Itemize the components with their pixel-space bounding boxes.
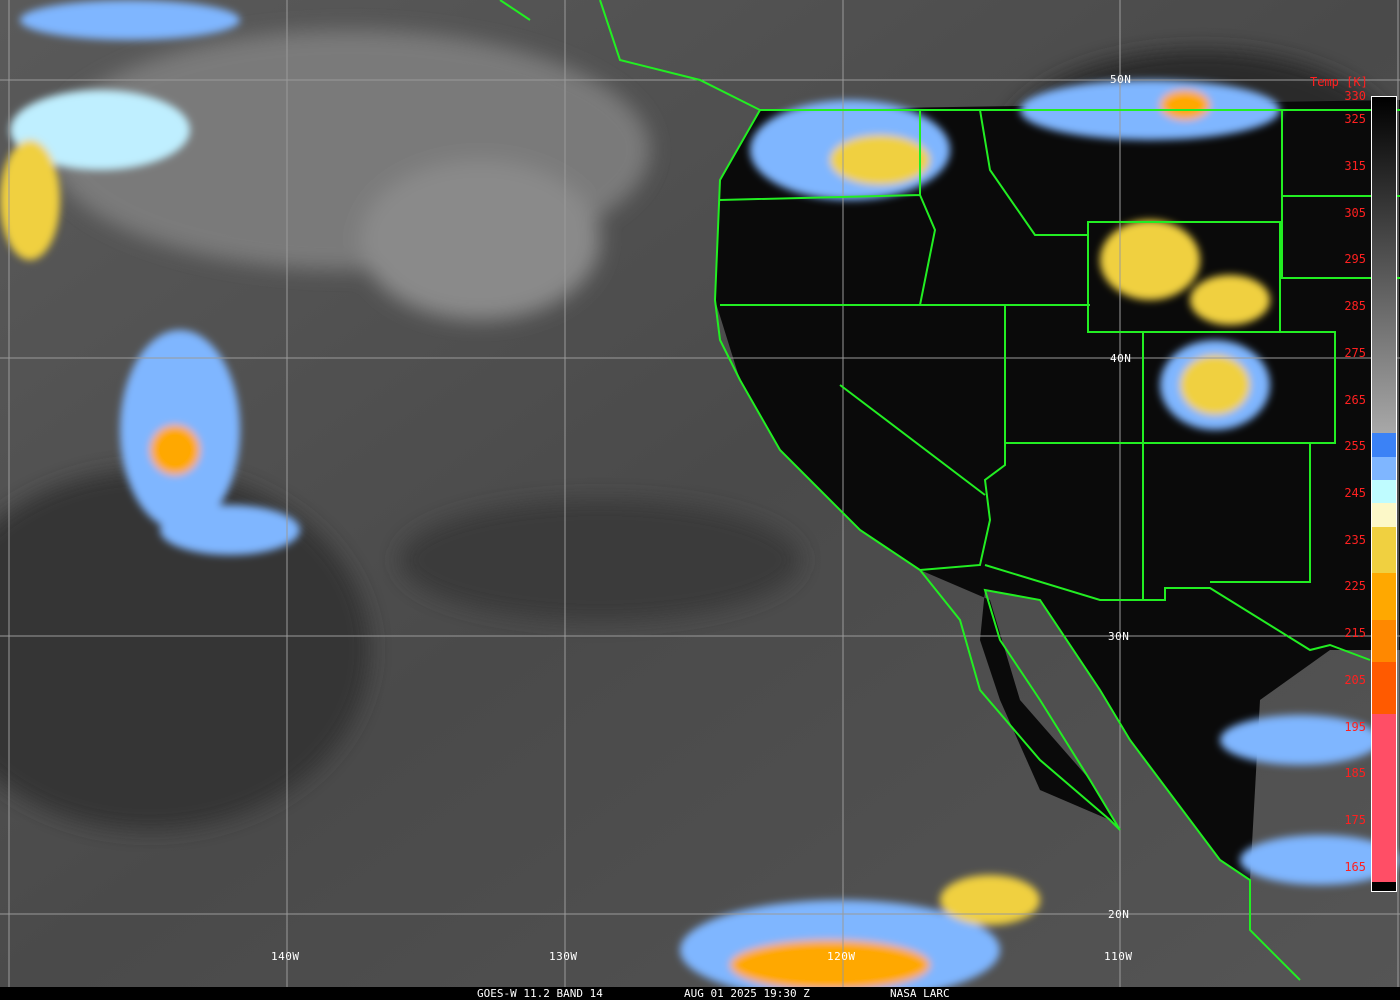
colorbar-tick-label: 305 [1344,205,1366,220]
colorbar-segment [1372,433,1396,457]
colorbar-segment [1372,713,1396,882]
colorbar-segment [1372,881,1396,891]
colorbar-segment [1372,526,1396,574]
lat-label: 20N [1108,908,1130,921]
colorbar-segment [1372,456,1396,480]
caption-source: NASA LARC [890,987,950,1000]
colorbar-tick-label: 205 [1344,672,1366,687]
colorbar-tick-label: 235 [1344,532,1366,547]
colorbar-tick-label: 175 [1344,812,1366,827]
colorbar-tick-label: 195 [1344,719,1366,734]
political-borders [499,0,1400,981]
colorbar-tick-label: 330 [1344,89,1366,103]
lon-label: 120W [827,950,856,963]
caption-bar: GOES-W 11.2 BAND 14 AUG 01 2025 19:30 Z … [0,987,1400,1000]
colorbar-tick-label: 245 [1344,486,1366,500]
lat-label: 50N [1110,73,1132,86]
colorbar-tick-label: 225 [1344,579,1366,594]
colorbar-tick-label: 185 [1344,766,1366,781]
colorbar-tick-label: 275 [1344,345,1366,360]
colorbar-tick-label: 265 [1344,392,1366,407]
lon-label: 140W [271,950,300,963]
colorbar-tick-label: 255 [1344,439,1366,454]
colorbar-tick-label: 325 [1344,112,1366,127]
colorbar-segment [1372,662,1396,714]
colorbar-title: Temp [K] [1310,75,1368,89]
colorbar-segment [1372,97,1396,434]
colorbar-tick-label: 295 [1344,252,1366,267]
colorbar-segment [1372,620,1396,663]
lon-label: 130W [549,950,578,963]
colorbar [1371,96,1397,892]
colorbar-segment [1372,479,1396,504]
colorbar-segment [1372,573,1396,621]
lat-label: 30N [1108,630,1130,643]
colorbar-tick-label: 315 [1344,159,1366,174]
lon-label: 110W [1104,950,1133,963]
colorbar-tick-label: 285 [1344,299,1366,314]
colorbar-segment [1372,503,1396,527]
colorbar-tick-label: 215 [1344,626,1366,641]
caption-sensor: GOES-W 11.2 BAND 14 [477,987,603,1000]
caption-datetime: AUG 01 2025 19:30 Z [684,987,810,1000]
colorbar-tick-label: 165 [1344,859,1366,874]
lat-label: 40N [1110,352,1132,365]
